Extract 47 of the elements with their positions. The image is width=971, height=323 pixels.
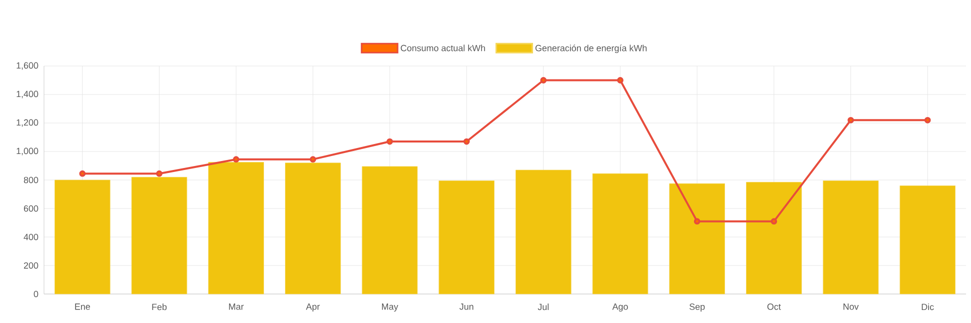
point — [694, 218, 700, 225]
x-tick-label: Jul — [538, 304, 549, 310]
point — [79, 170, 86, 177]
x-tick-label: Oct — [767, 304, 781, 310]
bar — [131, 176, 188, 294]
x-tick-label: Nov — [844, 304, 859, 310]
point — [310, 156, 316, 163]
bar — [208, 162, 264, 294]
y-tick-label: 400 — [24, 234, 38, 240]
bar — [438, 180, 494, 294]
y-tick-label: 600 — [24, 205, 38, 212]
bar — [669, 183, 725, 294]
y-tick-label: 1,600 — [16, 62, 38, 70]
x-tick-label: Mar — [229, 304, 244, 310]
bar — [362, 166, 418, 294]
point — [156, 170, 162, 177]
x-tick-label: Apr — [306, 304, 320, 312]
point — [848, 116, 854, 124]
y-tick-label: 1,400 — [16, 90, 38, 98]
y-tick-label: 800 — [24, 176, 38, 184]
y-tick-label: 0 — [34, 290, 38, 298]
y-tick-label: 1,000 — [16, 148, 38, 156]
point — [540, 77, 547, 84]
y-tick-label: 200 — [24, 262, 38, 269]
x-tick-label: Feb — [152, 304, 167, 310]
bar — [746, 182, 802, 294]
legend-label: Generación de energía kWh — [535, 44, 647, 54]
point — [463, 138, 470, 145]
point — [617, 77, 624, 84]
legend-label: Consumo actual kWh — [400, 44, 485, 52]
x-tick-label: May — [382, 304, 398, 312]
x-tick-label: Jun — [460, 304, 474, 310]
point — [232, 156, 240, 163]
bar — [592, 173, 648, 294]
point — [770, 218, 778, 225]
point — [386, 138, 393, 145]
bar — [822, 180, 879, 294]
bar — [54, 180, 110, 294]
x-tick-label: Dic — [922, 304, 934, 310]
bar — [900, 186, 956, 294]
x-tick-label: Ene — [75, 304, 90, 310]
y-tick-label: 1,200 — [16, 119, 38, 127]
bar — [285, 162, 341, 294]
x-tick-label: Sep — [690, 304, 705, 312]
point — [924, 116, 931, 124]
x-tick-label: Ago — [612, 304, 628, 312]
bar — [516, 170, 572, 294]
